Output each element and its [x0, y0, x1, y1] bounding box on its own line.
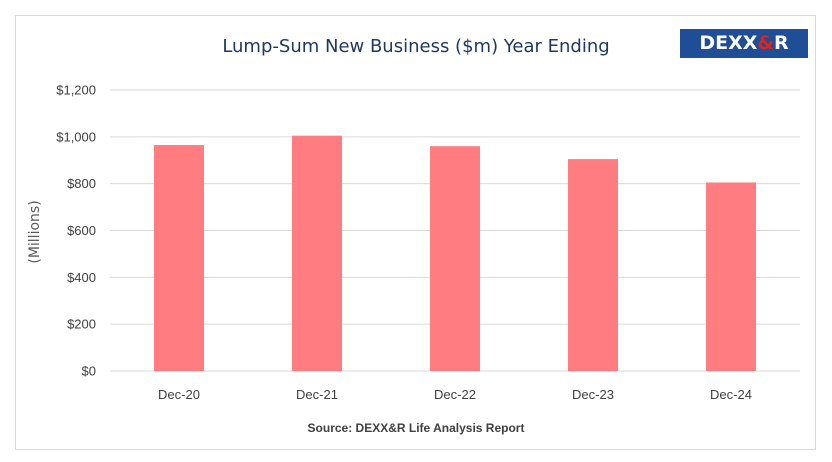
logo-text-left: DEXX	[699, 32, 758, 54]
bar-dec-21	[292, 135, 342, 371]
x-tick-label: Dec-23	[572, 387, 614, 402]
y-tick-label: $1,000	[56, 129, 96, 144]
x-axis-ticks: Dec-20 Dec-21 Dec-22 Dec-23 Dec-24	[158, 387, 752, 402]
y-tick-label: $1,200	[56, 83, 96, 98]
bar-dec-20	[154, 145, 204, 371]
y-tick-label: $800	[67, 176, 96, 191]
source-note: Source: DEXX&R Life Analysis Report	[307, 421, 525, 435]
logo-text-right: R	[774, 32, 789, 54]
x-tick-label: Dec-24	[710, 387, 752, 402]
y-tick-label: $600	[67, 223, 96, 238]
y-tick-label: $400	[67, 270, 96, 285]
y-axis-label: (Millions)	[27, 200, 43, 263]
bars	[154, 135, 756, 371]
x-tick-label: Dec-21	[296, 387, 338, 402]
bar-dec-24	[706, 182, 756, 371]
y-tick-label: $0	[82, 364, 96, 379]
bar-dec-23	[568, 159, 618, 371]
x-tick-label: Dec-22	[434, 387, 476, 402]
y-axis-ticks: $0 $200 $400 $600 $800 $1,000 $1,200	[56, 83, 96, 379]
bar-dec-22	[430, 146, 480, 371]
y-tick-label: $200	[67, 317, 96, 332]
logo-ampersand: &	[757, 32, 774, 54]
chart-frame	[15, 15, 816, 450]
dexxr-logo: DEXX&R	[680, 29, 808, 58]
chart-title: Lump-Sum New Business ($m) Year Ending	[222, 36, 610, 57]
x-tick-label: Dec-20	[158, 387, 200, 402]
